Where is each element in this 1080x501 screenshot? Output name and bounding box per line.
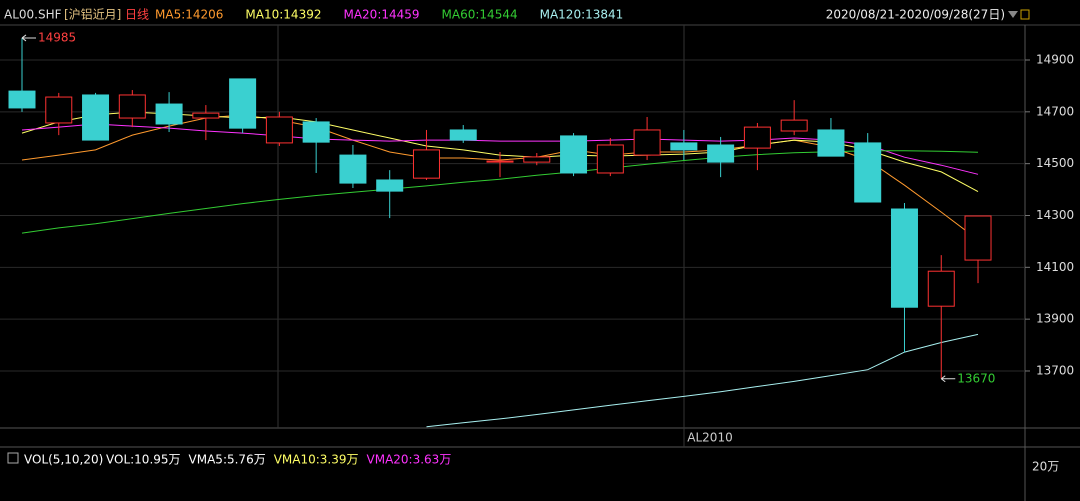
date-range: 2020/08/21-2020/09/28(27日) — [826, 8, 1005, 22]
y-tick-label: 14900 — [1036, 52, 1074, 66]
arrow — [940, 375, 956, 383]
candle-body — [45, 96, 73, 124]
candle-body — [302, 121, 330, 143]
contract-label: AL2010 — [687, 431, 732, 445]
legend-entry: MA10:14392 — [245, 8, 321, 22]
candle-body — [854, 142, 882, 203]
candle-body — [339, 154, 367, 184]
y-tick-label: 13900 — [1036, 312, 1074, 326]
candle-body — [560, 135, 588, 174]
volume-tick-label: 20万 — [1032, 460, 1059, 474]
legend-entry: MA20:14459 — [343, 8, 419, 22]
candle-body — [118, 94, 146, 119]
candle-body — [743, 126, 771, 149]
candle-body — [780, 119, 808, 132]
candle-body — [486, 160, 514, 163]
candle-body — [449, 129, 477, 141]
period: 日线 — [125, 8, 149, 22]
ma-line — [426, 333, 979, 428]
candle-body — [155, 103, 183, 125]
y-tick-label: 13700 — [1036, 363, 1074, 377]
candle-body — [376, 179, 404, 192]
volume-legend: VMA5:5.76万 — [189, 453, 266, 467]
arrow — [21, 34, 36, 42]
lock-icon[interactable] — [1020, 9, 1030, 20]
candle-body — [890, 208, 918, 308]
candle-body — [633, 129, 661, 156]
candle-body — [265, 116, 293, 144]
max-label: 14985 — [38, 30, 76, 44]
legend-entry: MA60:14544 — [442, 8, 518, 22]
candle-body — [817, 129, 845, 157]
candle-body — [523, 156, 551, 163]
candle-body — [596, 144, 624, 174]
candle-body — [964, 215, 992, 261]
legend-entry: MA120:13841 — [540, 8, 624, 22]
candle-body — [8, 90, 36, 109]
y-tick-label: 14100 — [1036, 260, 1074, 274]
volume-title: VOL(5,10,20) — [24, 453, 103, 467]
candle-body — [192, 112, 220, 119]
candle-body — [707, 144, 735, 163]
collapse-icon[interactable] — [7, 452, 19, 464]
candle-body — [229, 78, 257, 129]
dropdown-icon[interactable] — [1008, 11, 1018, 18]
legend-entry: MA5:14206 — [155, 8, 223, 22]
y-tick-label: 14700 — [1036, 104, 1074, 118]
volume-legend: VMA20:3.63万 — [367, 453, 452, 467]
min-label: 13670 — [957, 371, 995, 385]
y-tick-label: 14300 — [1036, 208, 1074, 222]
candle-body — [670, 142, 698, 151]
symbol: AL00.SHF — [4, 8, 62, 22]
candle-body — [927, 270, 955, 307]
volume-legend: VMA10:3.39万 — [274, 453, 359, 467]
candle-body — [82, 94, 110, 141]
y-tick-label: 14500 — [1036, 156, 1074, 170]
candle-body — [412, 149, 440, 179]
contract-name: [沪铝近月] — [64, 7, 121, 22]
volume-legend: VOL:10.95万 — [106, 453, 181, 467]
